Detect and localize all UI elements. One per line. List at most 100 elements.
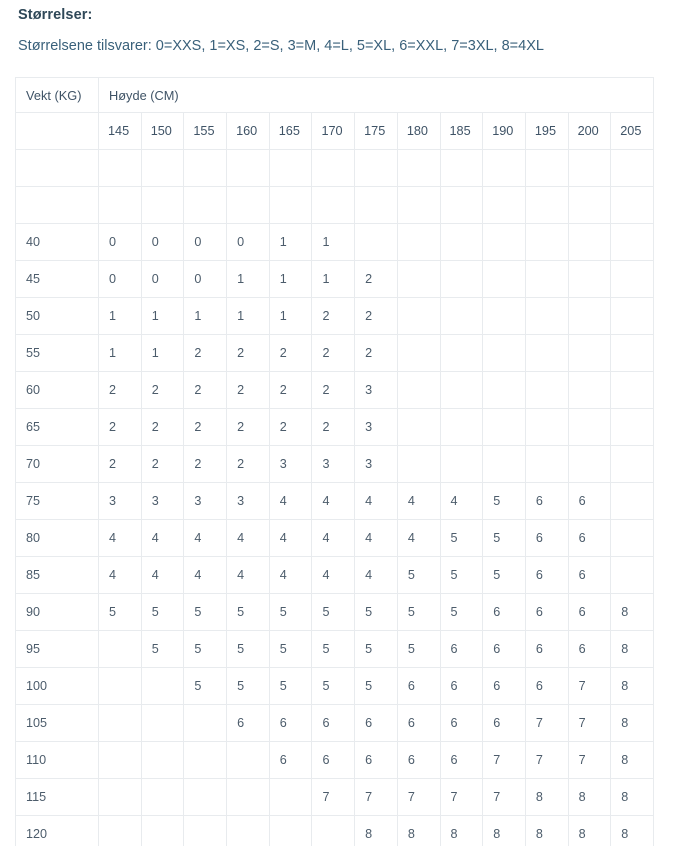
table-spacer-cell [567, 186, 612, 224]
table-row: 45 0 0 0 1 1 1 2 [15, 260, 654, 298]
size-cell: 4 [140, 519, 185, 557]
height-column-header-180: 180 [396, 112, 441, 150]
size-cell: 7 [354, 778, 398, 816]
size-cell: 6 [524, 667, 569, 705]
size-cell [567, 408, 612, 446]
size-cell: 5 [439, 519, 484, 557]
size-cell: 2 [140, 445, 185, 483]
size-cell: 6 [567, 482, 612, 520]
size-cell: 5 [396, 593, 441, 631]
size-cell: 6 [311, 704, 356, 742]
size-cell [140, 704, 185, 742]
size-cell [610, 445, 654, 483]
size-cell: 6 [524, 519, 569, 557]
table-spacer-cell [140, 149, 185, 187]
size-cell: 5 [183, 667, 228, 705]
size-cell: 3 [354, 408, 398, 446]
size-cell [183, 815, 228, 846]
size-cell: 0 [183, 260, 228, 298]
size-cell [439, 223, 484, 261]
weight-row-label: 85 [15, 556, 99, 594]
size-cell: 4 [268, 482, 313, 520]
table-row: 100 5 5 5 5 5 6 6 6 6 7 8 [15, 667, 654, 705]
size-cell [610, 519, 654, 557]
size-cell: 6 [396, 667, 441, 705]
size-cell: 6 [226, 704, 270, 742]
size-cell [610, 223, 654, 261]
size-cell [226, 778, 270, 816]
size-chart-table-container: Vekt (KG) Høyde (CM) 145 150 155 160 165 170 1… [15, 77, 654, 846]
size-cell [524, 371, 569, 409]
table-row: 85 4 4 4 4 4 4 4 5 5 5 6 6 [15, 556, 654, 594]
size-cell: 4 [311, 519, 356, 557]
size-cell: 2 [226, 408, 270, 446]
size-cell: 0 [98, 223, 142, 261]
size-cell [567, 223, 612, 261]
size-cell [396, 297, 441, 335]
size-cell [140, 778, 185, 816]
size-cell [610, 334, 654, 372]
size-cell: 8 [610, 630, 654, 668]
size-cell [482, 223, 526, 261]
table-body: 40 0 0 0 0 1 1 45 0 0 0 1 1 1 2 50 1 1 1 1 1 2 2 55 1 1 2 2 2 2 2 60 2 2 2… [15, 149, 654, 846]
weight-row-label: 100 [15, 667, 99, 705]
size-cell: 3 [354, 445, 398, 483]
size-cell: 6 [524, 630, 569, 668]
table-spacer-cell [610, 149, 654, 187]
size-cell: 2 [183, 371, 228, 409]
size-cell: 5 [226, 593, 270, 631]
size-cell: 7 [524, 704, 569, 742]
table-spacer-cell [396, 149, 441, 187]
height-column-header-145: 145 [98, 112, 142, 150]
size-cell: 4 [183, 556, 228, 594]
size-cell: 7 [567, 741, 612, 779]
table-header-height-row: 145 150 155 160 165 170 175 180 185 190 195 200 205 [15, 112, 654, 150]
table-spacer-cell [396, 186, 441, 224]
table-spacer-cell [354, 186, 398, 224]
size-cell: 1 [140, 297, 185, 335]
size-cell [98, 630, 142, 668]
table-row: 105 6 6 6 6 6 6 6 7 7 8 [15, 704, 654, 742]
size-cell [311, 815, 356, 846]
table-spacer-cell [268, 186, 313, 224]
size-cell [439, 408, 484, 446]
height-column-header-190: 190 [482, 112, 526, 150]
size-cell: 2 [311, 408, 356, 446]
weight-row-label: 95 [15, 630, 99, 668]
size-cell: 6 [268, 741, 313, 779]
size-cell: 7 [567, 704, 612, 742]
weight-row-label: 115 [15, 778, 99, 816]
size-cell [567, 445, 612, 483]
size-cell: 3 [98, 482, 142, 520]
size-cell [610, 408, 654, 446]
size-cell [524, 223, 569, 261]
size-cell: 5 [439, 556, 484, 594]
size-cell: 5 [268, 630, 313, 668]
size-cell: 6 [268, 704, 313, 742]
size-cell: 4 [140, 556, 185, 594]
table-spacer-cell [610, 186, 654, 224]
weight-row-label: 75 [15, 482, 99, 520]
size-cell: 4 [439, 482, 484, 520]
table-spacer-cell [524, 186, 569, 224]
size-cell: 1 [311, 260, 356, 298]
size-cell [183, 741, 228, 779]
size-cell: 8 [524, 815, 569, 846]
table-spacer-cell [268, 149, 313, 187]
size-cell: 1 [140, 334, 185, 372]
size-cell: 2 [183, 445, 228, 483]
weight-header-blank [15, 112, 99, 150]
size-cell [610, 371, 654, 409]
table-head: Vekt (KG) Høyde (CM) 145 150 155 160 165 170 1… [15, 77, 654, 150]
size-cell [268, 815, 313, 846]
size-cell [396, 260, 441, 298]
size-cell: 2 [98, 445, 142, 483]
size-cell [482, 445, 526, 483]
size-cell: 8 [610, 778, 654, 816]
size-cell: 5 [482, 556, 526, 594]
size-cell: 7 [482, 741, 526, 779]
size-cell [183, 778, 228, 816]
size-cell: 8 [610, 815, 654, 846]
size-cell [396, 371, 441, 409]
weight-row-label: 65 [15, 408, 99, 446]
